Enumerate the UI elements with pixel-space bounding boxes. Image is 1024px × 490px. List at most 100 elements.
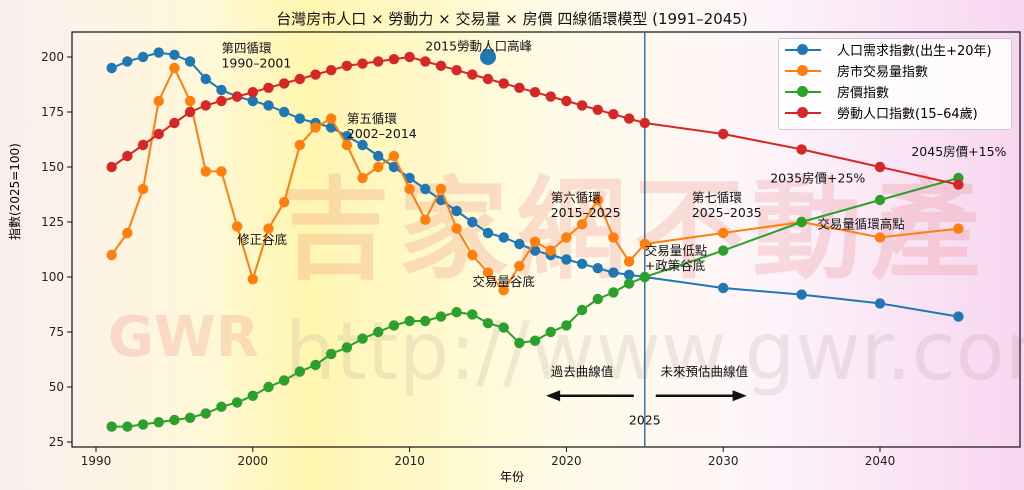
- data-point: [169, 62, 180, 74]
- data-point: [796, 216, 807, 228]
- data-point: [216, 166, 227, 177]
- data-point: [184, 106, 196, 118]
- data-point: [184, 56, 196, 67]
- data-point: [247, 274, 258, 285]
- annotation: 修正谷底: [237, 232, 287, 247]
- data-point: [153, 417, 164, 428]
- data-point: [953, 179, 964, 190]
- series-1: [106, 62, 964, 296]
- data-point: [529, 236, 541, 247]
- data-point: [561, 320, 572, 331]
- annotation: 過去曲線值: [551, 364, 614, 379]
- series-3: [106, 51, 964, 190]
- data-point: [482, 267, 494, 278]
- data-point: [247, 87, 258, 98]
- x-axis-label: 年份: [500, 470, 525, 484]
- annotation: 第六循環 2015–2025: [551, 190, 621, 220]
- data-point: [451, 205, 462, 217]
- data-point: [169, 49, 180, 60]
- data-point: [623, 256, 635, 267]
- data-point: [294, 366, 306, 377]
- annotation: 交易量低點+政策谷底: [645, 243, 708, 273]
- data-point: [231, 91, 243, 102]
- data-point: [514, 238, 525, 250]
- annotation: 2015勞動人口高峰: [425, 38, 532, 53]
- annotation-line: +政策谷底: [645, 258, 705, 273]
- annotation-line: 1990–2001: [221, 56, 291, 71]
- data-point: [576, 304, 588, 316]
- data-point: [200, 408, 211, 419]
- data-point: [184, 95, 196, 107]
- series-2: [106, 172, 964, 432]
- data-point: [373, 326, 384, 338]
- data-point: [263, 381, 274, 393]
- data-point: [388, 150, 400, 162]
- data-point: [169, 414, 180, 426]
- future-arrowhead: [732, 390, 747, 402]
- data-point: [561, 232, 572, 243]
- data-point: [561, 95, 572, 107]
- annotation-line: 第四循環: [221, 41, 272, 56]
- series-0: [106, 47, 964, 322]
- annotation-line: 2045房價+15%: [911, 144, 1006, 159]
- annotation-line: 修正谷底: [237, 232, 287, 247]
- annotation: 2045房價+15%: [911, 144, 1006, 159]
- annotation-line: 未來預估曲線值: [660, 364, 748, 379]
- chart-title: 台灣房市人口 × 勞動力 × 交易量 × 房價 四線循環模型 (1991–204…: [276, 10, 748, 28]
- data-point: [341, 60, 353, 71]
- data-point: [216, 84, 227, 96]
- data-point: [247, 390, 258, 401]
- data-point: [137, 139, 149, 151]
- data-point: [623, 269, 635, 280]
- data-point: [592, 293, 603, 305]
- y-tick-label: 150: [41, 160, 64, 174]
- annotation-line: 2025–2035: [692, 205, 762, 220]
- data-point: [435, 60, 447, 71]
- x-tick-label: 2010: [394, 454, 425, 468]
- y-tick-label: 100: [41, 270, 64, 284]
- data-point: [435, 311, 447, 322]
- data-point: [623, 113, 635, 124]
- y-tick-label: 175: [41, 105, 64, 119]
- y-tick-label: 50: [49, 380, 64, 394]
- data-point: [278, 375, 290, 386]
- data-point: [310, 359, 321, 371]
- data-point: [231, 221, 243, 232]
- data-point: [545, 245, 556, 256]
- data-point: [953, 311, 964, 322]
- data-point: [263, 100, 274, 111]
- data-point: [326, 65, 337, 76]
- data-point: [122, 56, 133, 67]
- data-point: [592, 104, 603, 116]
- data-point: [639, 271, 650, 283]
- data-point: [153, 47, 164, 58]
- data-point: [639, 117, 650, 129]
- data-point: [451, 223, 462, 234]
- legend-swatch: [785, 106, 821, 118]
- legend-item: 勞動人口指數(15–64歲): [779, 102, 1011, 123]
- data-point: [608, 232, 619, 243]
- data-point: [106, 249, 117, 261]
- y-axis-label: 指數(2025=100): [8, 143, 22, 240]
- data-point: [200, 73, 211, 85]
- data-point: [231, 397, 243, 408]
- annotation-line: 第七循環: [692, 190, 743, 205]
- data-point: [200, 100, 211, 111]
- data-point: [278, 78, 290, 89]
- data-point: [388, 54, 400, 65]
- data-point: [435, 183, 447, 195]
- data-point: [341, 139, 353, 151]
- data-point: [122, 150, 133, 162]
- data-point: [482, 73, 494, 85]
- x-tick-label: 2030: [708, 454, 739, 468]
- data-point: [137, 183, 149, 195]
- annotation-line: 過去曲線值: [551, 364, 614, 379]
- data-point: [263, 223, 274, 234]
- data-point: [608, 109, 619, 120]
- data-point: [467, 249, 478, 261]
- y-tick-label: 75: [49, 325, 64, 339]
- annotation-line: 第六循環: [551, 190, 602, 205]
- data-point: [278, 197, 290, 208]
- data-point: [216, 401, 227, 412]
- data-point: [373, 56, 384, 67]
